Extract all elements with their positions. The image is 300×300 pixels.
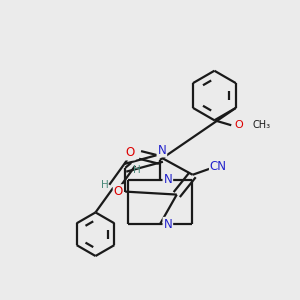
Text: CH₃: CH₃: [252, 120, 270, 130]
Text: H: H: [100, 180, 108, 190]
Text: N: N: [164, 218, 172, 231]
Text: O: O: [114, 185, 123, 198]
Text: CN: CN: [210, 160, 227, 173]
Text: H: H: [133, 165, 141, 175]
Text: N: N: [158, 143, 166, 157]
Text: O: O: [235, 120, 244, 130]
Text: O: O: [126, 146, 135, 160]
Text: N: N: [164, 173, 172, 186]
